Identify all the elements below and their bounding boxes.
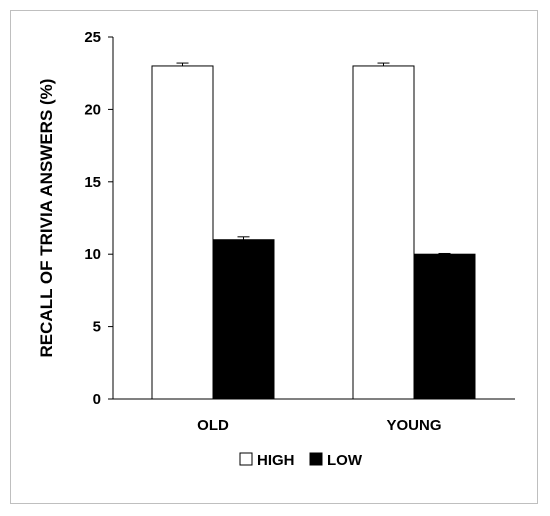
bar-low-old [212,239,275,400]
bar-low-young [413,253,476,400]
x-tick-label: YOUNG [386,417,441,434]
y-tick-label: 15 [84,174,101,191]
y-tick-label: 20 [84,101,101,118]
bar-high-young [352,65,415,400]
y-tick-group: 0 5 10 15 20 25 [84,29,113,408]
bar-high-old [151,65,214,400]
y-tick-label: 25 [84,29,101,46]
legend: HIGH LOW [239,452,363,469]
y-axis-label: RECALL OF TRIVIA ANSWERS (%) [37,79,56,358]
x-tick-group: OLD YOUNG [197,417,441,434]
bar-group [151,62,476,400]
y-tick-label: 0 [93,391,101,408]
legend-label-high: HIGH [257,452,295,469]
legend-swatch-high [239,452,253,466]
legend-label-low: LOW [327,452,363,469]
legend-swatch-low [309,452,323,466]
x-tick-label: OLD [197,417,229,434]
y-tick-label: 5 [93,319,101,336]
y-tick-label: 10 [84,246,101,263]
